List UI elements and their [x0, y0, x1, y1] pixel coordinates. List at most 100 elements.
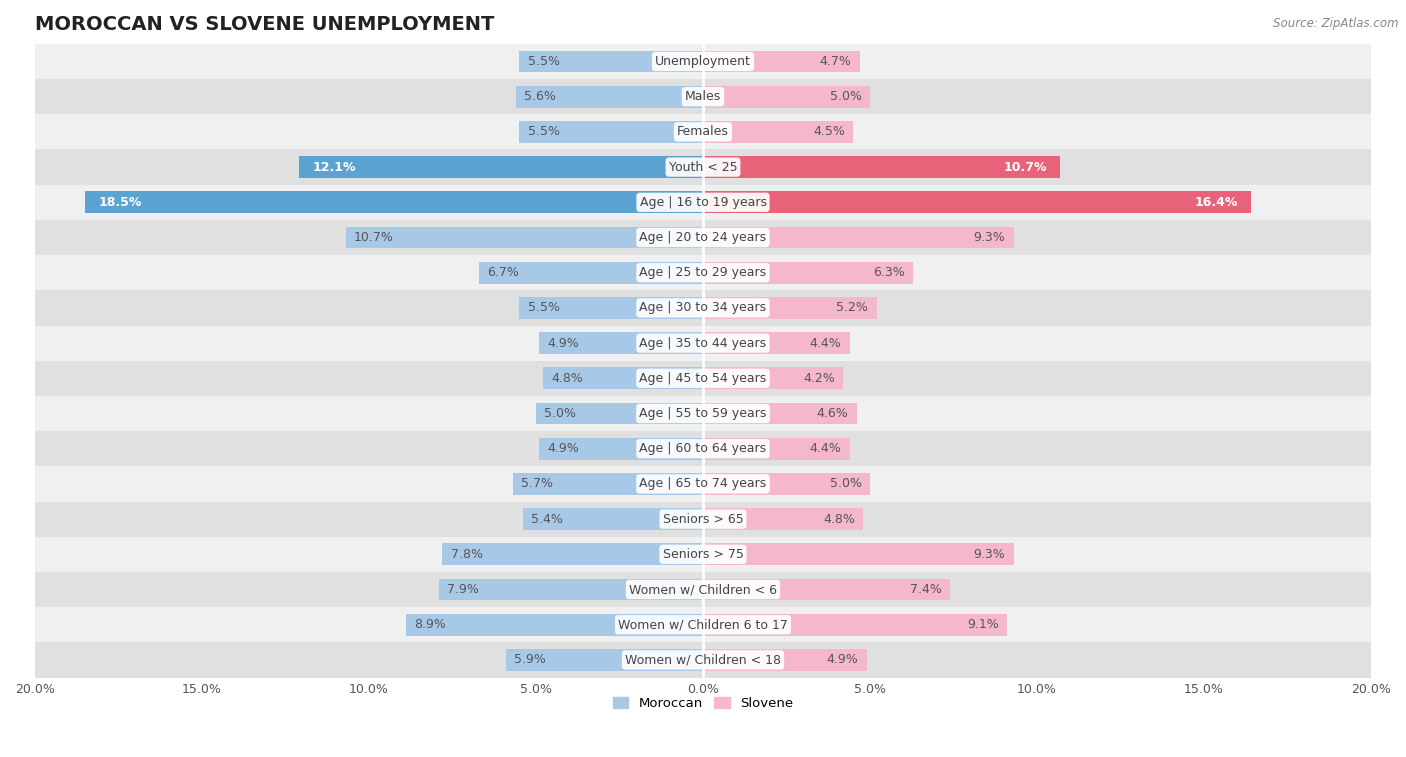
Bar: [703, 262, 914, 284]
Bar: [513, 473, 703, 495]
Bar: [703, 473, 870, 495]
Text: 10.7%: 10.7%: [1004, 160, 1047, 173]
Bar: [703, 367, 844, 389]
Bar: [703, 156, 1060, 178]
Bar: [35, 360, 1371, 396]
Text: 6.3%: 6.3%: [873, 266, 905, 279]
Text: Age | 60 to 64 years: Age | 60 to 64 years: [640, 442, 766, 455]
Text: 10.7%: 10.7%: [354, 231, 394, 244]
Text: Youth < 25: Youth < 25: [669, 160, 737, 173]
Text: 7.8%: 7.8%: [451, 548, 482, 561]
Text: Seniors > 75: Seniors > 75: [662, 548, 744, 561]
Bar: [703, 438, 851, 459]
Bar: [703, 121, 853, 143]
Bar: [536, 403, 703, 425]
Text: 4.9%: 4.9%: [827, 653, 858, 666]
Text: 5.0%: 5.0%: [544, 407, 576, 420]
Text: Women w/ Children < 6: Women w/ Children < 6: [628, 583, 778, 596]
Text: 5.7%: 5.7%: [522, 478, 553, 491]
Bar: [443, 544, 703, 565]
Text: Age | 16 to 19 years: Age | 16 to 19 years: [640, 196, 766, 209]
Bar: [479, 262, 703, 284]
Text: 4.8%: 4.8%: [823, 512, 855, 525]
Text: 6.7%: 6.7%: [488, 266, 519, 279]
Text: MOROCCAN VS SLOVENE UNEMPLOYMENT: MOROCCAN VS SLOVENE UNEMPLOYMENT: [35, 15, 495, 34]
Text: 5.2%: 5.2%: [837, 301, 869, 314]
Bar: [506, 649, 703, 671]
Text: Age | 35 to 44 years: Age | 35 to 44 years: [640, 337, 766, 350]
Text: Age | 45 to 54 years: Age | 45 to 54 years: [640, 372, 766, 385]
Bar: [516, 86, 703, 107]
Bar: [406, 614, 703, 636]
Bar: [84, 192, 703, 213]
Text: 4.4%: 4.4%: [810, 442, 842, 455]
Text: Women w/ Children 6 to 17: Women w/ Children 6 to 17: [619, 618, 787, 631]
Bar: [703, 297, 877, 319]
Text: 5.0%: 5.0%: [830, 478, 862, 491]
Text: Age | 65 to 74 years: Age | 65 to 74 years: [640, 478, 766, 491]
Text: Age | 25 to 29 years: Age | 25 to 29 years: [640, 266, 766, 279]
Bar: [35, 185, 1371, 220]
Text: 9.1%: 9.1%: [967, 618, 998, 631]
Text: Age | 55 to 59 years: Age | 55 to 59 years: [640, 407, 766, 420]
Text: 7.9%: 7.9%: [447, 583, 479, 596]
Text: 5.5%: 5.5%: [527, 301, 560, 314]
Text: 4.8%: 4.8%: [551, 372, 583, 385]
Bar: [519, 51, 703, 73]
Text: 4.5%: 4.5%: [813, 126, 845, 139]
Bar: [35, 501, 1371, 537]
Bar: [540, 438, 703, 459]
Bar: [523, 508, 703, 530]
Bar: [35, 607, 1371, 642]
Bar: [703, 51, 860, 73]
Text: 4.6%: 4.6%: [817, 407, 848, 420]
Bar: [35, 431, 1371, 466]
Bar: [346, 226, 703, 248]
Text: Age | 20 to 24 years: Age | 20 to 24 years: [640, 231, 766, 244]
Bar: [35, 79, 1371, 114]
Text: Seniors > 65: Seniors > 65: [662, 512, 744, 525]
Text: 4.9%: 4.9%: [548, 337, 579, 350]
Bar: [703, 649, 866, 671]
Text: 5.5%: 5.5%: [527, 126, 560, 139]
Bar: [703, 403, 856, 425]
Bar: [35, 642, 1371, 678]
Text: 4.2%: 4.2%: [803, 372, 835, 385]
Text: 5.0%: 5.0%: [830, 90, 862, 103]
Bar: [35, 220, 1371, 255]
Bar: [543, 367, 703, 389]
Bar: [35, 466, 1371, 501]
Bar: [703, 544, 1014, 565]
Text: Source: ZipAtlas.com: Source: ZipAtlas.com: [1274, 17, 1399, 30]
Bar: [703, 508, 863, 530]
Bar: [703, 578, 950, 600]
Bar: [35, 44, 1371, 79]
Text: Males: Males: [685, 90, 721, 103]
Text: 4.9%: 4.9%: [548, 442, 579, 455]
Text: 8.9%: 8.9%: [413, 618, 446, 631]
Bar: [703, 192, 1251, 213]
Bar: [35, 537, 1371, 572]
Text: 7.4%: 7.4%: [910, 583, 942, 596]
Text: 12.1%: 12.1%: [312, 160, 356, 173]
Text: 5.9%: 5.9%: [515, 653, 546, 666]
Text: Age | 30 to 34 years: Age | 30 to 34 years: [640, 301, 766, 314]
Bar: [35, 290, 1371, 326]
Text: Females: Females: [678, 126, 728, 139]
Bar: [35, 396, 1371, 431]
Bar: [540, 332, 703, 354]
Bar: [439, 578, 703, 600]
Text: 4.4%: 4.4%: [810, 337, 842, 350]
Bar: [35, 149, 1371, 185]
Text: 5.4%: 5.4%: [531, 512, 562, 525]
Bar: [35, 114, 1371, 149]
Bar: [703, 86, 870, 107]
Text: 18.5%: 18.5%: [98, 196, 142, 209]
Text: 4.7%: 4.7%: [820, 55, 852, 68]
Text: Unemployment: Unemployment: [655, 55, 751, 68]
Bar: [35, 572, 1371, 607]
Text: 16.4%: 16.4%: [1194, 196, 1237, 209]
Bar: [299, 156, 703, 178]
Text: 9.3%: 9.3%: [973, 231, 1005, 244]
Bar: [703, 226, 1014, 248]
